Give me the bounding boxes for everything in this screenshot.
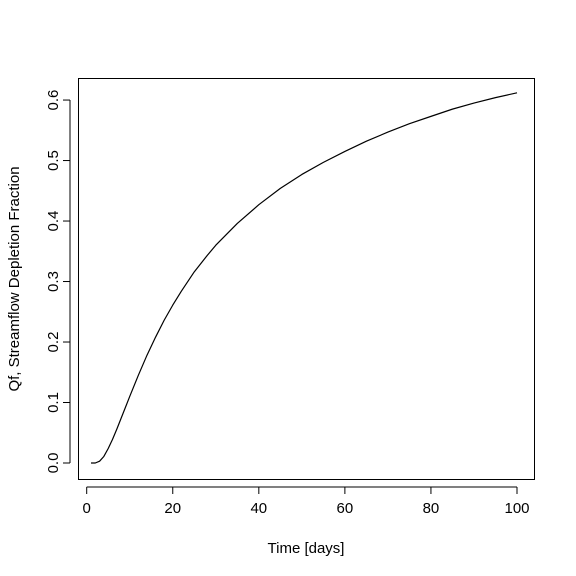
y-tick-label: 0.0 <box>45 453 62 474</box>
y-tick-label: 0.6 <box>45 90 62 111</box>
x-axis-label: Time [days] <box>268 540 345 557</box>
x-tick-label: 0 <box>83 500 91 517</box>
plot-frame <box>78 78 535 480</box>
y-tick-label: 0.3 <box>45 271 62 292</box>
x-tick-label: 60 <box>337 500 354 517</box>
x-axis: 0 20 40 60 80 100 <box>83 486 530 517</box>
series-line-0 <box>91 92 518 464</box>
y-tick-label: 0.2 <box>45 332 62 353</box>
y-tick-label: 0.5 <box>45 150 62 171</box>
y-axis: 0.0 0.1 0.2 0.3 0.4 0.5 0.6 <box>45 90 71 474</box>
x-tick-label: 40 <box>250 500 267 517</box>
x-tick-label: 20 <box>164 500 181 517</box>
y-tick-label: 0.4 <box>45 211 62 232</box>
series-layer <box>91 92 518 464</box>
y-axis-label: Qf, Streamflow Depletion Fraction <box>6 166 23 391</box>
x-tick-label: 80 <box>423 500 440 517</box>
y-tick-label: 0.1 <box>45 392 62 413</box>
x-tick-label: 100 <box>504 500 529 517</box>
